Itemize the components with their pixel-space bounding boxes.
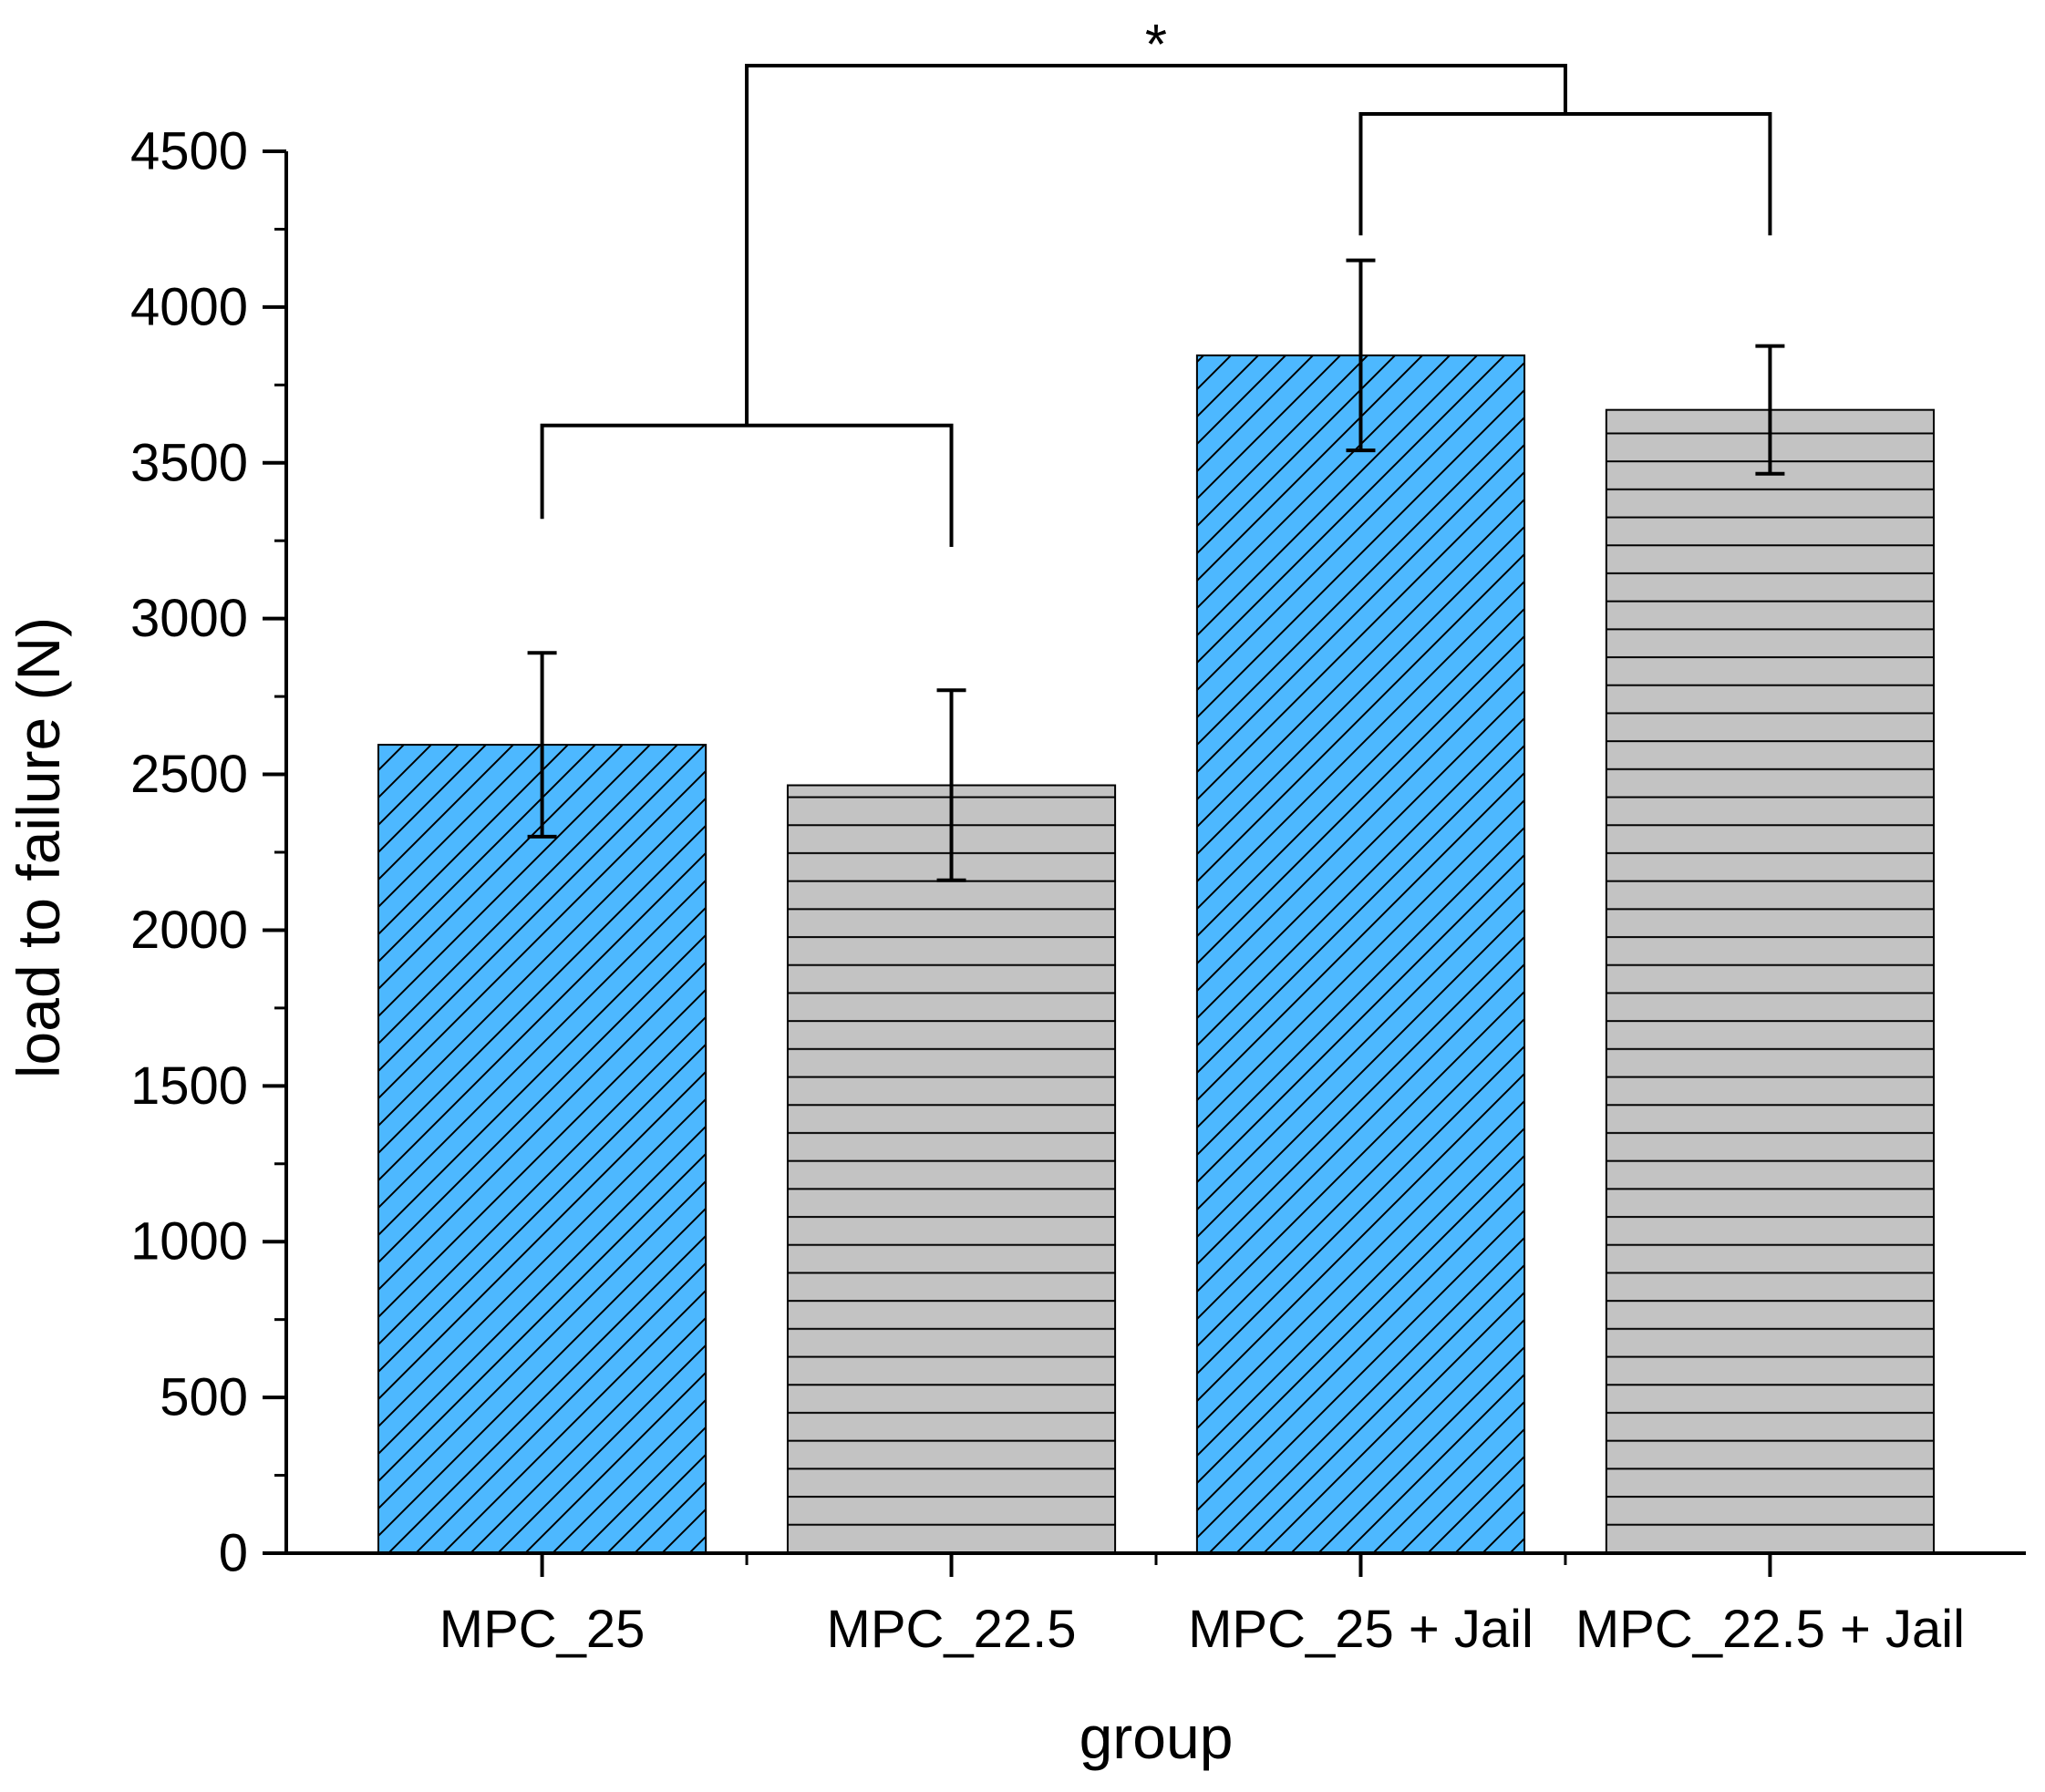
x-tick-label: MPC_22.5 + Jail xyxy=(1575,1600,1965,1659)
bracket-top xyxy=(745,64,1567,426)
x-axis-title: group xyxy=(1079,1704,1234,1771)
y-tick-label: 500 xyxy=(160,1368,248,1427)
x-tick-label: MPC_25 + Jail xyxy=(1188,1600,1534,1659)
y-tick-label: 2500 xyxy=(130,745,248,804)
bar-hatch xyxy=(378,745,707,1553)
significance-layer: * xyxy=(540,14,1772,548)
significance-star: * xyxy=(1145,14,1167,77)
bar-2 xyxy=(786,784,1117,1554)
y-tick-label: 2000 xyxy=(130,901,248,960)
error-bar-2 xyxy=(936,688,966,882)
x-tick-label: MPC_22.5 xyxy=(827,1600,1077,1659)
error-bar-3 xyxy=(1346,258,1376,453)
error-bar-1 xyxy=(527,651,557,839)
axes-layer: 0 500 1000 1500 2000 2500 3000 3500 4000 4500 MPC_… xyxy=(130,122,2026,1659)
y-tick-label: 1000 xyxy=(130,1212,248,1272)
y-tick-label: 0 xyxy=(219,1524,248,1583)
bar-hatch xyxy=(787,785,1116,1553)
bar-3 xyxy=(1195,354,1526,1554)
y-tick-label: 3000 xyxy=(130,589,248,648)
bracket-left xyxy=(540,423,954,548)
bracket-right xyxy=(1358,111,1772,236)
error-bars-layer xyxy=(527,258,1785,882)
x-tick-label: MPC_25 xyxy=(439,1600,646,1659)
y-tick-label: 4500 xyxy=(130,122,248,181)
bar-4 xyxy=(1605,408,1935,1555)
bar-hatch xyxy=(1606,409,1934,1554)
error-bar-4 xyxy=(1755,344,1785,476)
y-axis-title: load to failure (N) xyxy=(5,617,72,1078)
y-tick-label: 4000 xyxy=(130,277,248,336)
y-tick-label: 3500 xyxy=(130,433,248,492)
bar-hatch xyxy=(1196,355,1525,1553)
bars-layer xyxy=(377,354,1935,1555)
y-tick-label: 1500 xyxy=(130,1056,248,1116)
bar-1 xyxy=(377,744,707,1554)
